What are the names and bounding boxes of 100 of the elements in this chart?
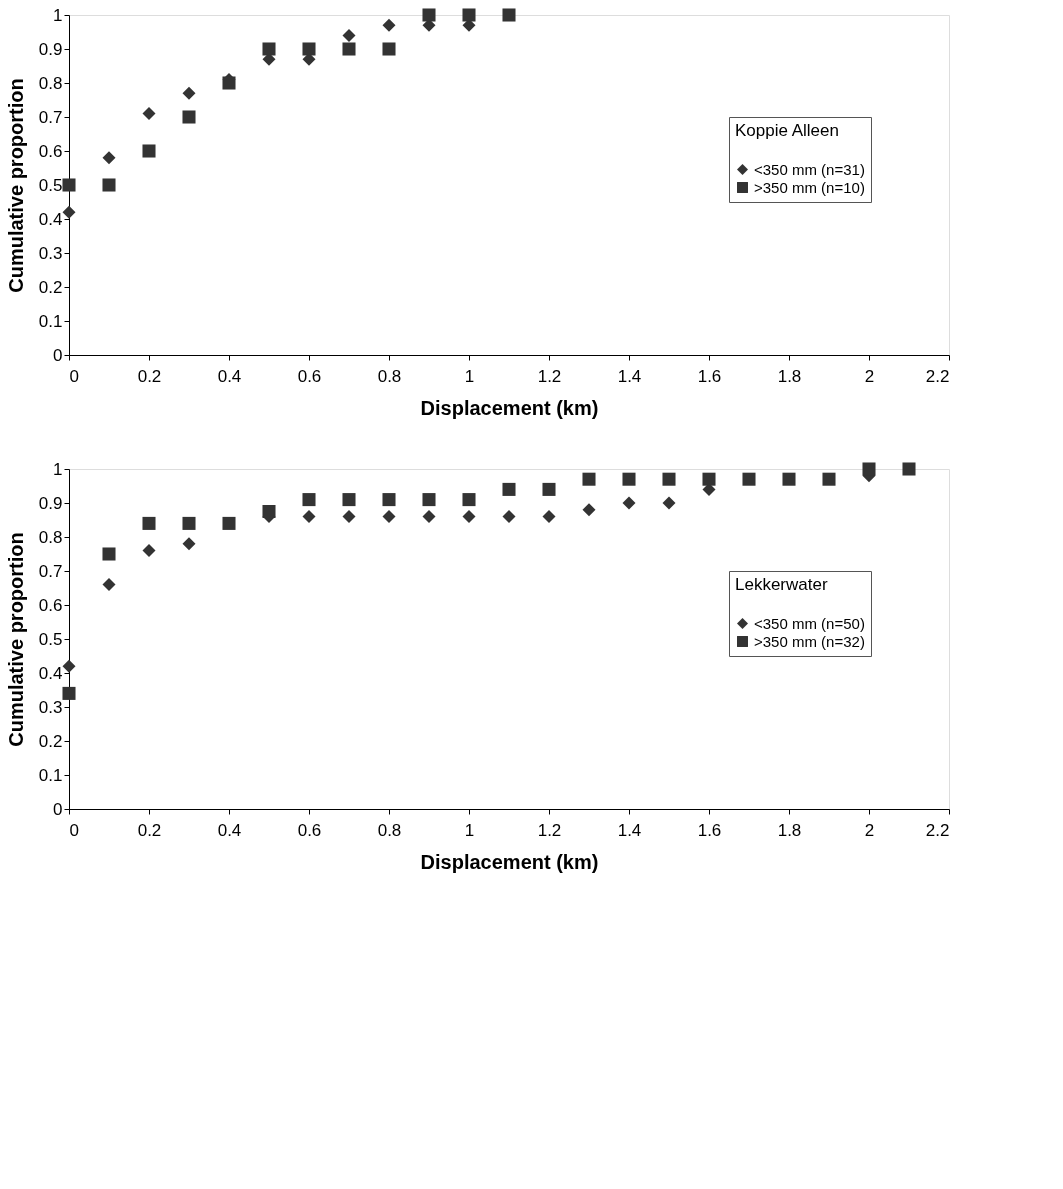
x-tick-label: 1.6 bbox=[697, 366, 722, 386]
y-tick-label: 0.5 bbox=[38, 629, 63, 649]
point bbox=[422, 493, 436, 507]
legend-title: Koppie Alleen bbox=[735, 121, 839, 140]
legend-title: Lekkerwater bbox=[735, 575, 828, 594]
y-tick-label: 0.9 bbox=[38, 493, 63, 513]
point bbox=[462, 510, 476, 524]
point bbox=[102, 578, 116, 592]
point bbox=[302, 510, 316, 524]
point bbox=[62, 686, 76, 700]
point bbox=[62, 659, 76, 673]
point bbox=[742, 472, 756, 486]
point bbox=[102, 178, 116, 192]
legend-label: <350 mm (n=50) bbox=[754, 614, 865, 632]
point bbox=[862, 462, 876, 476]
point bbox=[662, 496, 676, 510]
point bbox=[342, 510, 356, 524]
y-axis-title: Cumulative proportion bbox=[4, 532, 27, 747]
point bbox=[342, 42, 356, 56]
point bbox=[462, 493, 476, 507]
point bbox=[302, 493, 316, 507]
y-tick-label: 0.2 bbox=[38, 277, 63, 297]
point bbox=[182, 110, 196, 124]
x-tick-label: 0 bbox=[69, 820, 79, 840]
x-tick-label: 0.8 bbox=[377, 820, 402, 840]
y-tick-label: 0.5 bbox=[38, 175, 63, 195]
point bbox=[142, 144, 156, 158]
x-tick-label: 1.8 bbox=[777, 366, 802, 386]
point bbox=[822, 472, 836, 486]
point bbox=[622, 496, 636, 510]
point bbox=[622, 472, 636, 486]
x-tick-label: 0.2 bbox=[137, 366, 162, 386]
point bbox=[382, 42, 396, 56]
point bbox=[902, 462, 916, 476]
x-tick-label: 1.2 bbox=[537, 820, 562, 840]
legend-label: >350 mm (n=32) bbox=[754, 632, 865, 650]
y-tick-label: 0.9 bbox=[38, 39, 63, 59]
point bbox=[222, 516, 236, 530]
point bbox=[662, 472, 676, 486]
x-tick-label: 0 bbox=[69, 366, 79, 386]
y-tick-label: 0.3 bbox=[38, 697, 63, 717]
point bbox=[422, 510, 436, 524]
point bbox=[142, 107, 156, 121]
y-tick-label: 0.8 bbox=[38, 527, 63, 547]
y-tick-label: 0.4 bbox=[38, 663, 63, 683]
y-tick-label: 0.8 bbox=[38, 73, 63, 93]
legend-label: >350 mm (n=10) bbox=[754, 178, 865, 196]
x-tick-label: 0.8 bbox=[377, 366, 402, 386]
point bbox=[502, 482, 516, 496]
x-tick-label: 2 bbox=[864, 820, 875, 840]
point bbox=[582, 472, 596, 486]
point bbox=[382, 493, 396, 507]
x-tick-label: 0.4 bbox=[217, 366, 242, 386]
y-tick-label: 0 bbox=[53, 799, 63, 819]
x-tick-label: 0.6 bbox=[297, 366, 322, 386]
y-tick-label: 1 bbox=[53, 459, 63, 479]
x-tick-label: 0.6 bbox=[297, 820, 322, 840]
point bbox=[302, 42, 316, 56]
point bbox=[702, 472, 716, 486]
point bbox=[262, 42, 276, 56]
y-tick-label: 1 bbox=[53, 5, 63, 25]
point bbox=[342, 493, 356, 507]
y-tick-label: 0 bbox=[53, 345, 63, 365]
point bbox=[542, 510, 556, 524]
y-tick-label: 0.1 bbox=[38, 765, 63, 785]
y-tick-label: 0.6 bbox=[38, 595, 63, 615]
point bbox=[342, 28, 356, 42]
x-tick-label: 1.4 bbox=[617, 820, 642, 840]
x-axis-title: Displacement (km) bbox=[420, 396, 599, 419]
point bbox=[62, 178, 76, 192]
point bbox=[382, 510, 396, 524]
x-axis-title: Displacement (km) bbox=[420, 850, 599, 873]
point bbox=[182, 516, 196, 530]
point bbox=[582, 503, 596, 517]
point bbox=[542, 482, 556, 496]
x-tick-label: 1.8 bbox=[777, 820, 802, 840]
y-axis-title: Cumulative proportion bbox=[4, 78, 27, 293]
y-tick-label: 0.1 bbox=[38, 311, 63, 331]
point bbox=[462, 8, 476, 22]
point bbox=[182, 537, 196, 551]
point bbox=[142, 544, 156, 558]
point bbox=[102, 547, 116, 561]
point bbox=[142, 516, 156, 530]
point bbox=[502, 8, 516, 22]
y-tick-label: 0.6 bbox=[38, 141, 63, 161]
point bbox=[62, 205, 76, 219]
point bbox=[422, 8, 436, 22]
y-tick-label: 0.7 bbox=[38, 107, 63, 127]
y-tick-label: 0.3 bbox=[38, 243, 63, 263]
x-tick-label: 1 bbox=[464, 366, 475, 386]
legend-label: <350 mm (n=31) bbox=[754, 160, 865, 178]
x-tick-label: 2.2 bbox=[925, 820, 950, 840]
x-tick-label: 2.2 bbox=[925, 366, 950, 386]
y-tick-label: 0.7 bbox=[38, 561, 63, 581]
point bbox=[382, 18, 396, 32]
x-tick-label: 0.2 bbox=[137, 820, 162, 840]
x-tick-label: 2 bbox=[864, 366, 875, 386]
point bbox=[102, 151, 116, 165]
x-tick-label: 1.2 bbox=[537, 366, 562, 386]
point bbox=[782, 472, 796, 486]
